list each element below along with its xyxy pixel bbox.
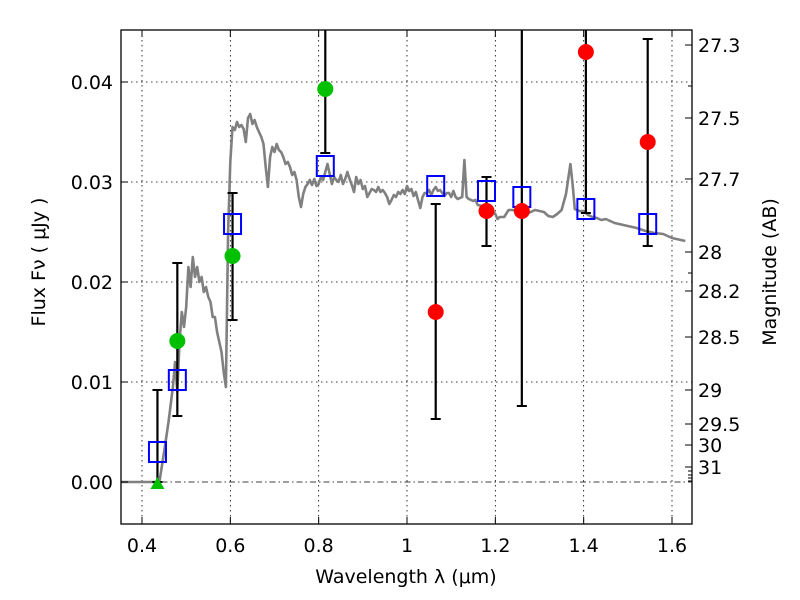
- magnitude-tick-label: 27.3: [698, 35, 740, 57]
- magnitude-tick-label: 27.5: [698, 108, 740, 130]
- model-photometry-square: [477, 180, 496, 202]
- nir-detection-point: [427, 304, 444, 320]
- y-axis-label: Flux Fν ( μJy ): [28, 198, 50, 327]
- grid-lines: [121, 30, 692, 524]
- optical-upper-limit-triangle: [150, 477, 165, 489]
- y-tick-label: 0.02: [71, 272, 113, 294]
- nir-detection-point: [478, 203, 495, 219]
- magnitude-tick-label: 28.2: [698, 281, 740, 303]
- model-photometry-square: [576, 198, 596, 220]
- magnitude-tick-label: 27.7: [698, 169, 740, 191]
- magnitude-tick-label: 28.5: [698, 327, 740, 349]
- x-tick-labels: 0.4 0.6 0.8 1 1.2 1.4 1.6: [127, 535, 687, 557]
- y-tick-label: 0.03: [71, 172, 113, 194]
- plot-area: [121, 30, 686, 489]
- right-y-axis-label: Magnitude (AB): [759, 198, 781, 346]
- x-tick-label: 1.6: [657, 535, 687, 557]
- model-photometry-square: [223, 213, 243, 235]
- model-photometry-square: [638, 213, 658, 235]
- y-tick-label: 0.00: [71, 472, 113, 494]
- axis-ticks: [121, 30, 692, 524]
- magnitude-tick-label: 31: [698, 457, 722, 479]
- y-tick-label: 0.04: [71, 72, 113, 94]
- y-tick-labels: 0.00 0.01 0.02 0.03 0.04: [71, 72, 113, 494]
- x-tick-label: 0.8: [304, 535, 334, 557]
- magnitude-tick-label: 28: [698, 242, 722, 264]
- nir-detection-point: [513, 203, 530, 219]
- x-tick-label: 1.4: [569, 535, 599, 557]
- optical-detection-point: [224, 248, 241, 264]
- x-tick-label: 1.2: [480, 535, 510, 557]
- optical-detection-point: [317, 81, 334, 97]
- model-photometry-square: [147, 441, 167, 463]
- model-photometry-square: [167, 369, 187, 391]
- magnitude-tick-label: 30: [698, 435, 722, 457]
- magnitude-tick-label: 29: [698, 380, 722, 402]
- x-tick-label: 1: [401, 535, 413, 557]
- magnitude-tick-label: 29.5: [698, 414, 740, 436]
- y-tick-label: 0.01: [71, 372, 113, 394]
- x-tick-label: 0.6: [215, 535, 245, 557]
- x-axis-label: Wavelength λ (μm): [315, 566, 496, 588]
- nir-detection-point: [577, 44, 594, 60]
- optical-detection-point: [169, 333, 186, 349]
- nir-detection-point: [639, 134, 656, 150]
- model-photometry-square: [315, 155, 335, 177]
- x-tick-label: 0.4: [127, 535, 157, 557]
- model-photometry-square: [426, 175, 446, 197]
